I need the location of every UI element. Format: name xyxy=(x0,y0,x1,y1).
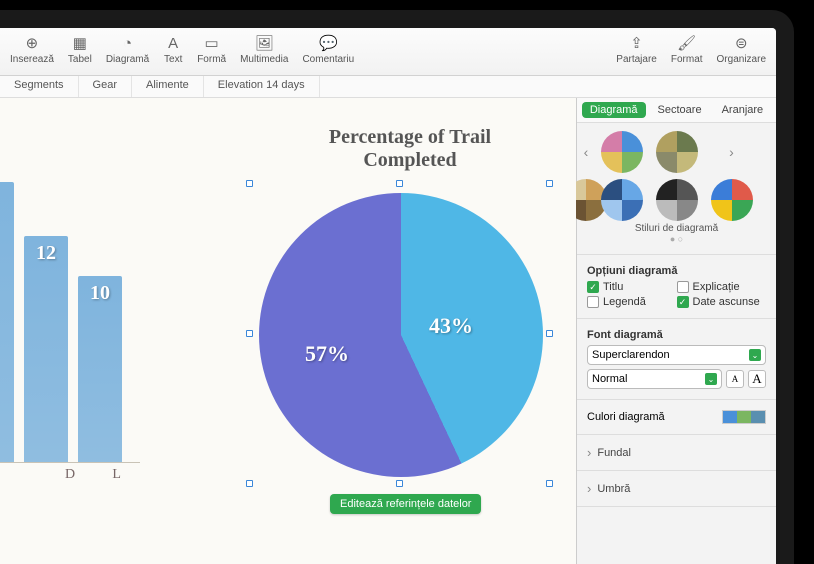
chevron-right-icon[interactable]: › xyxy=(707,144,756,160)
font-style-select[interactable]: Normal ⌄ xyxy=(587,369,722,389)
chart-style-thumb[interactable] xyxy=(711,179,753,221)
pie-slice-label-1: 57% xyxy=(305,341,349,367)
chart-styles-caption: Stiluri de diagramă xyxy=(577,223,776,234)
pie-chart-selection[interactable]: 57% 43% xyxy=(250,184,550,484)
font-family-select[interactable]: Superclarendon ⌄ xyxy=(587,345,766,365)
chart-colors-swatches[interactable] xyxy=(722,410,766,424)
checkbox-icon xyxy=(587,296,599,308)
selection-handle[interactable] xyxy=(396,180,403,187)
chart-font-header: Font diagramă xyxy=(587,329,766,341)
sheet-tab[interactable]: Elevation 14 days xyxy=(204,76,320,97)
disclosure-umbră[interactable]: Umbră xyxy=(577,475,776,502)
option-explicație[interactable]: Explicație xyxy=(677,281,767,293)
font-family-value: Superclarendon xyxy=(592,349,670,361)
toolbar-shape-button[interactable]: ▭Formă xyxy=(197,34,226,65)
chart-icon: ◔ xyxy=(118,34,138,52)
bar-chart: 12 10 DL xyxy=(0,158,140,488)
inspector-tab-aranjare[interactable]: Aranjare xyxy=(714,102,772,118)
main-toolbar: ⊕Inserează ▦Tabel ◔Diagramă AText ▭Formă 🖼Mul… xyxy=(0,28,776,76)
table-icon: ▦ xyxy=(70,34,90,52)
toolbar-format-button[interactable]: 🖌Format xyxy=(671,34,703,65)
insert-icon: ⊕ xyxy=(22,34,42,52)
organize-icon: ⊜ xyxy=(731,34,751,52)
chart-style-thumb[interactable] xyxy=(601,131,643,173)
selection-handle[interactable] xyxy=(396,480,403,487)
selection-handle[interactable] xyxy=(246,480,253,487)
selection-handle[interactable] xyxy=(246,330,253,337)
chart-options-header: Opțiuni diagramă xyxy=(587,265,766,277)
sheet-tab[interactable]: Alimente xyxy=(132,76,204,97)
pie-slice-label-2: 43% xyxy=(429,313,473,339)
toolbar-chart-button[interactable]: ◔Diagramă xyxy=(106,34,149,65)
chart-style-thumb[interactable] xyxy=(656,179,698,221)
pie-chart-title: Percentage of Trail Completed xyxy=(280,126,540,172)
checkbox-icon: ✓ xyxy=(587,281,599,293)
format-icon: 🖌 xyxy=(677,34,697,52)
option-date-ascunse[interactable]: ✓Date ascunse xyxy=(677,296,767,308)
bar-axis-label: D xyxy=(47,467,94,488)
font-size-decrease-button[interactable]: A xyxy=(726,370,744,388)
toolbar-text-button[interactable]: AText xyxy=(163,34,183,65)
sheet-tab[interactable]: Gear xyxy=(79,76,132,97)
bar-axis-label: L xyxy=(93,467,140,488)
inspector-tab-diagramă[interactable]: Diagramă xyxy=(582,102,646,118)
toolbar-comment-button[interactable]: 💬Comentariu xyxy=(302,34,354,65)
selection-handle[interactable] xyxy=(246,180,253,187)
edit-data-references-button[interactable]: Editează referințele datelor xyxy=(330,494,481,514)
toolbar-media-button[interactable]: 🖼Multimedia xyxy=(240,34,288,65)
bar: 10 xyxy=(78,276,122,462)
shape-icon: ▭ xyxy=(202,34,222,52)
bar-value: 12 xyxy=(36,242,56,265)
selection-handle[interactable] xyxy=(546,180,553,187)
chart-style-thumb[interactable] xyxy=(601,179,643,221)
chart-colors-label: Culori diagramă xyxy=(587,411,665,423)
toolbar-table-button[interactable]: ▦Tabel xyxy=(68,34,92,65)
selection-handle[interactable] xyxy=(546,330,553,337)
comment-icon: 💬 xyxy=(318,34,338,52)
chart-style-thumb[interactable] xyxy=(656,131,698,173)
selection-handle[interactable] xyxy=(546,480,553,487)
option-legendă[interactable]: Legendă xyxy=(587,296,677,308)
toolbar-organize-button[interactable]: ⊜Organizare xyxy=(717,34,766,65)
chevron-left-icon[interactable]: ‹ xyxy=(581,144,591,160)
chevron-down-icon: ⌄ xyxy=(705,373,717,385)
toolbar-insert-button[interactable]: ⊕Inserează xyxy=(10,34,54,65)
spreadsheet-canvas[interactable]: 12 10 DL Percentage of Trail Completed 57%… xyxy=(0,98,576,564)
font-size-increase-button[interactable]: A xyxy=(748,370,766,388)
disclosure-fundal[interactable]: Fundal xyxy=(577,439,776,466)
checkbox-icon xyxy=(677,281,689,293)
inspector-tab-sectoare[interactable]: Sectoare xyxy=(650,102,710,118)
bar-value: 10 xyxy=(90,282,110,305)
share-icon: ⇪ xyxy=(627,34,647,52)
format-inspector: DiagramăSectoareAranjare ‹ › Stiluri de … xyxy=(576,98,776,564)
pager-dots: ● ○ xyxy=(577,234,776,244)
bar xyxy=(0,182,14,462)
chevron-down-icon: ⌄ xyxy=(749,349,761,361)
text-icon: A xyxy=(163,34,183,52)
bar: 12 xyxy=(24,236,68,462)
checkbox-icon: ✓ xyxy=(677,296,689,308)
sheet-tabs: SegmentsGearAlimenteElevation 14 days xyxy=(0,76,776,98)
pie-chart[interactable] xyxy=(259,193,543,477)
option-titlu[interactable]: ✓Titlu xyxy=(587,281,677,293)
bar-axis-label xyxy=(0,467,47,488)
media-icon: 🖼 xyxy=(254,34,274,52)
toolbar-share-button[interactable]: ⇪Partajare xyxy=(616,34,657,65)
sheet-tab[interactable]: Segments xyxy=(0,76,79,97)
font-style-value: Normal xyxy=(592,373,627,385)
